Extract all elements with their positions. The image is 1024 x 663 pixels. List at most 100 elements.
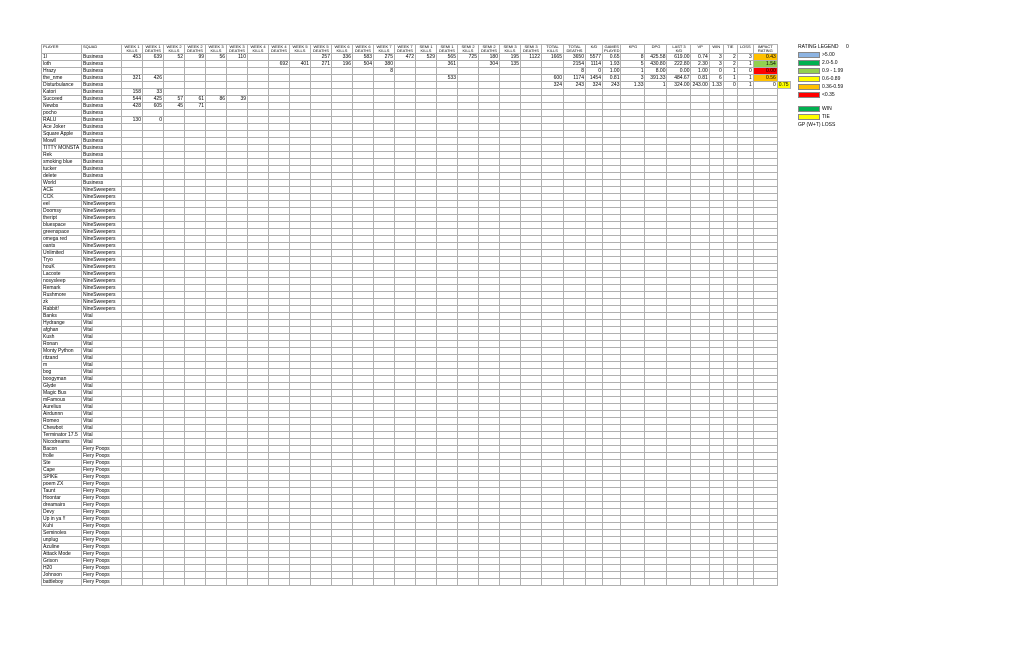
stat-cell <box>394 410 416 418</box>
stat-cell: 1.33 <box>708 81 724 89</box>
stat-cell <box>415 179 437 187</box>
stat-cell <box>142 158 164 166</box>
stat-cell <box>121 340 143 348</box>
stat-cell <box>331 179 353 187</box>
stat-cell <box>331 158 353 166</box>
stat-cell <box>752 305 778 313</box>
stat-cell <box>436 221 458 229</box>
stat-cell <box>226 347 248 355</box>
stat-cell <box>247 557 269 565</box>
stat-cell <box>268 473 290 481</box>
stat-cell <box>331 95 353 103</box>
stat-cell <box>268 67 290 75</box>
stat-cell <box>563 249 586 257</box>
column-header: KPG <box>620 44 646 54</box>
stat-cell <box>620 543 646 551</box>
stat-cell <box>722 144 738 152</box>
stat-cell <box>620 501 646 509</box>
table-row: Ace Joker Business <box>41 123 791 131</box>
stat-cell <box>585 361 603 369</box>
stat-cell <box>289 298 311 306</box>
stat-cell <box>289 214 311 222</box>
stat-cell <box>163 144 185 152</box>
stat-cell <box>601 403 622 411</box>
stat-cell <box>585 417 603 425</box>
stat-cell <box>184 459 206 467</box>
stat-cell <box>478 508 500 516</box>
stat-cell <box>690 116 710 124</box>
stat-cell <box>436 578 458 586</box>
stat-cell <box>394 165 416 173</box>
stat-cell <box>205 298 227 306</box>
stat-cell <box>331 137 353 145</box>
stat-cell <box>352 578 374 586</box>
stat-cell: 1 <box>722 74 738 82</box>
stat-cell <box>121 277 143 285</box>
stat-cell: 56 <box>205 53 227 61</box>
stat-cell <box>184 564 206 572</box>
stat-cell <box>163 277 185 285</box>
stat-cell <box>331 165 353 173</box>
stat-cell <box>436 256 458 264</box>
stat-cell <box>585 326 603 334</box>
stat-cell <box>752 291 778 299</box>
stat-cell <box>205 347 227 355</box>
stat-cell <box>163 452 185 460</box>
stat-cell <box>184 60 206 68</box>
stat-cell <box>373 109 395 117</box>
stat-cell <box>644 529 668 537</box>
stat-cell <box>541 424 564 432</box>
stat-cell <box>690 529 710 537</box>
stat-cell <box>226 536 248 544</box>
stat-cell <box>205 228 227 236</box>
stat-cell <box>310 144 332 152</box>
stat-cell <box>436 291 458 299</box>
stat-cell <box>736 179 754 187</box>
stat-cell <box>289 368 311 376</box>
table-row: smoking blue Business <box>41 158 791 166</box>
stat-cell <box>708 249 724 257</box>
column-header: SEMI 1 DEATHS <box>436 44 458 54</box>
table-row: mFamous Vital <box>41 396 791 404</box>
stat-cell <box>226 501 248 509</box>
stat-cell <box>499 438 521 446</box>
legend-swatch <box>798 60 820 66</box>
stat-cell <box>205 501 227 509</box>
stat-cell <box>541 88 564 96</box>
stat-cell <box>268 151 290 159</box>
stat-cell <box>690 319 710 327</box>
stat-cell <box>563 564 586 572</box>
stat-cell <box>205 368 227 376</box>
stat-cell: 336 <box>331 53 353 61</box>
stat-cell <box>499 571 521 579</box>
stat-cell <box>352 277 374 285</box>
stat-cell <box>331 172 353 180</box>
stat-cell <box>226 67 248 75</box>
stat-cell <box>752 207 778 215</box>
stat-cell <box>563 186 586 194</box>
stat-cell <box>708 543 724 551</box>
stat-cell <box>226 74 248 82</box>
stat-cell <box>644 221 668 229</box>
stat-cell <box>563 193 586 201</box>
stat-cell <box>585 508 603 516</box>
player-name: tucker <box>41 165 82 173</box>
stat-cell <box>601 186 622 194</box>
player-name: oants <box>41 242 82 250</box>
stat-cell <box>457 151 479 159</box>
stat-cell <box>226 81 248 89</box>
squad-name: NineSweepers <box>81 263 122 271</box>
stat-cell <box>142 340 164 348</box>
stat-cell <box>247 403 269 411</box>
stat-cell <box>394 480 416 488</box>
stat-cell <box>373 284 395 292</box>
stat-cell <box>226 529 248 537</box>
squad-name: Fiery Poops <box>81 543 122 551</box>
squad-name: Vital <box>81 396 122 404</box>
stat-cell <box>373 333 395 341</box>
stat-cell <box>352 536 374 544</box>
stat-cell <box>121 186 143 194</box>
stat-cell <box>373 522 395 530</box>
stat-cell <box>752 438 778 446</box>
stat-cell <box>247 151 269 159</box>
